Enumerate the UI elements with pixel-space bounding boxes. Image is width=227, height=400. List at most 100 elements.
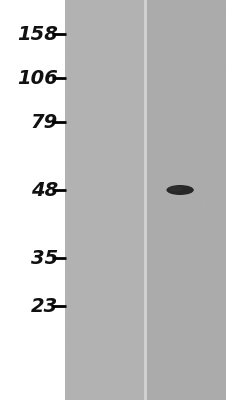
Bar: [129, 344, 130, 346]
Bar: [65, 397, 66, 398]
Bar: [182, 142, 183, 144]
Bar: [191, 300, 192, 302]
Bar: [214, 241, 215, 243]
Bar: [88, 93, 89, 94]
Bar: [97, 221, 98, 222]
Bar: [110, 143, 111, 144]
Bar: [100, 232, 101, 233]
Bar: [79, 95, 80, 97]
Bar: [181, 360, 182, 361]
Bar: [108, 122, 109, 124]
Bar: [110, 382, 111, 384]
Bar: [159, 88, 160, 90]
Bar: [106, 185, 107, 187]
Bar: [170, 75, 171, 77]
Bar: [160, 39, 161, 41]
Bar: [129, 53, 130, 55]
Bar: [125, 250, 126, 251]
Bar: [68, 248, 69, 250]
Bar: [113, 130, 114, 131]
Bar: [207, 324, 208, 326]
Bar: [98, 256, 99, 257]
Bar: [157, 257, 158, 259]
Bar: [195, 193, 196, 195]
Bar: [205, 376, 206, 378]
Bar: [194, 340, 195, 341]
Bar: [89, 160, 90, 161]
Bar: [75, 353, 76, 354]
Bar: [91, 54, 92, 55]
Bar: [126, 231, 127, 233]
Bar: [185, 358, 186, 360]
Bar: [192, 3, 193, 5]
Bar: [187, 15, 188, 16]
Bar: [116, 248, 117, 250]
Bar: [159, 134, 160, 136]
Bar: [207, 40, 208, 41]
Bar: [66, 118, 67, 120]
Bar: [139, 233, 140, 234]
Bar: [136, 119, 137, 121]
Bar: [100, 74, 101, 76]
Bar: [114, 308, 115, 310]
Bar: [208, 375, 209, 376]
Bar: [129, 206, 130, 208]
Bar: [91, 152, 92, 154]
Bar: [203, 19, 204, 20]
Bar: [93, 34, 94, 35]
Bar: [122, 306, 123, 308]
Bar: [194, 202, 195, 203]
Bar: [65, 328, 66, 329]
Bar: [126, 199, 127, 201]
Bar: [68, 398, 69, 400]
Bar: [192, 102, 193, 104]
Bar: [137, 397, 138, 399]
Bar: [160, 227, 161, 229]
Bar: [119, 205, 120, 207]
Bar: [113, 225, 114, 226]
Bar: [117, 190, 118, 192]
Bar: [215, 97, 216, 99]
Bar: [125, 52, 126, 54]
Bar: [171, 375, 172, 377]
Bar: [68, 192, 69, 194]
Bar: [80, 15, 81, 16]
Bar: [218, 342, 219, 344]
Bar: [91, 27, 92, 28]
Bar: [114, 20, 115, 22]
Bar: [162, 139, 163, 141]
Bar: [88, 365, 89, 366]
Bar: [158, 119, 159, 121]
Bar: [83, 377, 84, 379]
Bar: [125, 45, 126, 47]
Bar: [196, 161, 197, 163]
Bar: [152, 91, 153, 92]
Bar: [129, 313, 130, 314]
Text: 48: 48: [31, 180, 58, 200]
Bar: [112, 331, 113, 332]
Bar: [121, 76, 122, 78]
Bar: [65, 187, 66, 188]
Bar: [208, 366, 209, 368]
Bar: [131, 372, 132, 374]
Bar: [212, 14, 213, 16]
Bar: [122, 94, 123, 96]
Bar: [212, 40, 213, 42]
Bar: [196, 321, 197, 322]
Bar: [175, 342, 176, 344]
Bar: [221, 171, 222, 172]
Bar: [221, 107, 222, 109]
Bar: [169, 106, 170, 108]
Bar: [81, 264, 82, 265]
Bar: [76, 200, 77, 201]
Bar: [178, 131, 179, 132]
Bar: [214, 93, 215, 95]
Bar: [165, 387, 166, 388]
Bar: [224, 100, 225, 102]
Bar: [113, 344, 114, 346]
Bar: [165, 27, 166, 29]
Bar: [70, 162, 71, 164]
Bar: [225, 70, 226, 72]
Bar: [219, 83, 220, 84]
Bar: [216, 180, 217, 181]
